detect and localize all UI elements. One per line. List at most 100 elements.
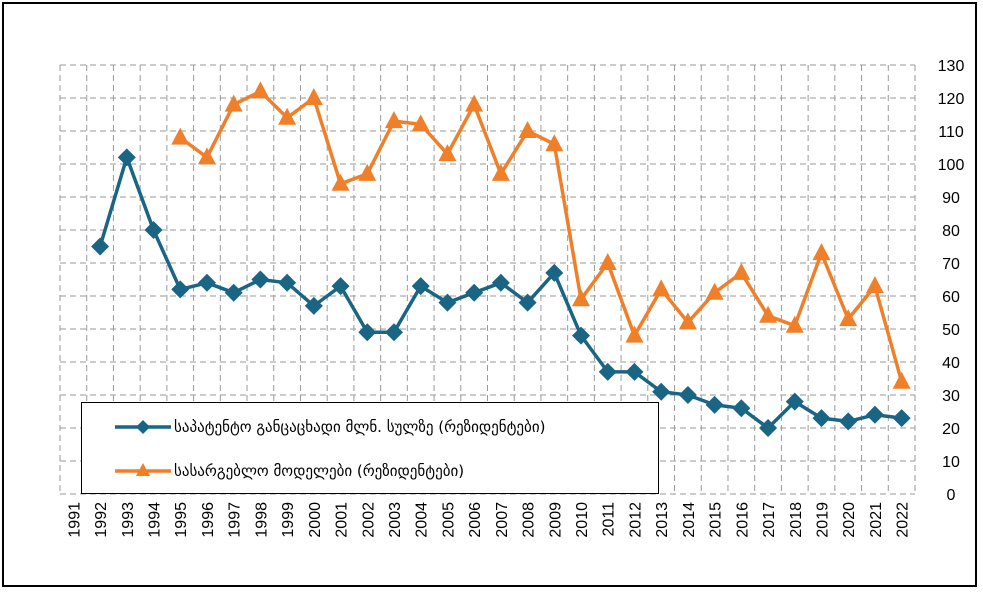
series-1-point-1994	[144, 221, 163, 239]
legend-entry-series-1: საპატენტო განცაცხადი მლნ. სულზე (რეზიდენ…	[82, 412, 658, 442]
legend-entry-series-2: სასარგებლო მოდელები (რეზიდენტები)	[82, 456, 658, 486]
series-2-point-2004	[411, 114, 430, 132]
series-2-point-2008	[518, 121, 537, 138]
series-1-point-1992	[91, 237, 110, 256]
x-tick-label-2019: 2019	[814, 502, 831, 538]
series-2-point-2002	[358, 163, 377, 181]
series-2-point-2009	[545, 134, 564, 152]
x-tick-label-2011: 2011	[601, 502, 618, 537]
series-2-point-1995	[171, 127, 190, 145]
legend-label-series-1: საპატენტო განცაცხადი მლნ. სულზე (რეზიდენ…	[174, 418, 546, 436]
series-1-point-1999	[278, 273, 297, 292]
x-tick-label-1992: 1992	[93, 502, 110, 538]
y-tick-label-60: 60	[942, 289, 960, 306]
series-2-point-2011	[598, 253, 617, 270]
legend: საპატენტო განცაცხადი მლნ. სულზე (რეზიდენ…	[81, 402, 659, 494]
x-tick-label-2002: 2002	[360, 502, 377, 538]
x-tick-label-1996: 1996	[200, 502, 217, 538]
series-2-point-2017	[759, 305, 778, 323]
x-tick-label-1993: 1993	[120, 502, 137, 538]
series-2-point-2012	[625, 325, 644, 343]
series-1-point-2002	[358, 323, 377, 342]
x-tick-label-2010: 2010	[574, 502, 591, 538]
series-1-point-2001	[331, 277, 350, 296]
y-tick-label-0: 0	[947, 487, 956, 504]
x-tick-label-2009: 2009	[547, 502, 564, 538]
x-tick-label-2016: 2016	[734, 502, 751, 538]
y-tick-label-70: 70	[942, 256, 960, 273]
x-tick-label-2004: 2004	[414, 502, 431, 538]
series-1-point-2007	[491, 273, 510, 292]
series-2-point-2021	[865, 276, 884, 294]
series-2-point-2020	[839, 309, 858, 327]
series-1-point-2000	[304, 296, 323, 315]
series-1-point-2008	[518, 293, 537, 312]
series-1-point-2020	[839, 412, 858, 431]
x-tick-label-1994: 1994	[147, 502, 164, 538]
series-1-point-2013	[652, 382, 671, 401]
series-2-point-2005	[438, 144, 457, 162]
series-2-point-2006	[465, 94, 484, 112]
x-tick-label-2005: 2005	[440, 502, 457, 538]
series-2-point-2019	[812, 243, 831, 261]
series-1-point-2016	[732, 399, 751, 418]
x-tick-label-2021: 2021	[868, 502, 885, 538]
series-1-point-2003	[384, 323, 403, 342]
x-tick-label-2012: 2012	[627, 502, 644, 538]
x-tick-label-2001: 2001	[334, 502, 351, 538]
series-2-point-2022	[892, 371, 911, 389]
x-tick-label-1999: 1999	[280, 502, 297, 538]
legend-marker-triangle	[115, 463, 171, 476]
x-tick-label-1995: 1995	[173, 502, 190, 538]
chart-frame: 0 10 20 30 40 50 60 70 80 90 100 110 120 130 1991 1992 1…	[2, 2, 977, 587]
series-1-point-2015	[705, 395, 724, 414]
x-tick-label-2020: 2020	[841, 502, 858, 538]
x-tick-label-2018: 2018	[788, 502, 805, 538]
series	[91, 81, 911, 437]
y-tick-label-50: 50	[942, 322, 960, 339]
series-2-point-2013	[652, 279, 671, 297]
series-2-point-1997	[224, 94, 243, 112]
x-tick-label-1998: 1998	[253, 502, 270, 538]
x-tick-label-2008: 2008	[521, 502, 538, 538]
x-tick-label-2000: 2000	[307, 502, 324, 538]
grid	[59, 64, 916, 495]
series-1-point-1998	[251, 270, 270, 289]
series-1-point-2018	[785, 392, 804, 411]
series-2-point-1996	[197, 147, 216, 165]
series-2-point-2000	[304, 88, 323, 105]
series-1-point-2021	[865, 405, 884, 424]
x-tick-label-2013: 2013	[654, 502, 671, 538]
series-1-point-2006	[465, 283, 484, 302]
line-chart: 0 10 20 30 40 50 60 70 80 90 100 110 120 130 1991 1992 1…	[59, 58, 964, 538]
axes: 0 10 20 30 40 50 60 70 80 90 100 110 120 130 1991 1992 1…	[66, 58, 964, 538]
series-2-point-1998	[251, 81, 270, 99]
series-2-point-2010	[572, 289, 591, 307]
series-1-point-1997	[224, 283, 243, 302]
y-tick-label-30: 30	[942, 388, 960, 405]
series-1-point-2017	[759, 419, 778, 437]
series-2-point-2007	[491, 163, 510, 181]
x-tick-label-2022: 2022	[895, 502, 912, 538]
x-tick-label-2015: 2015	[708, 502, 725, 538]
x-tick-label-2014: 2014	[681, 502, 698, 538]
y-tick-label-130: 130	[938, 58, 965, 75]
series-2-point-2015	[705, 282, 724, 300]
x-tick-label-2003: 2003	[387, 502, 404, 538]
series-1-point-2011	[598, 362, 617, 381]
x-tick-label-2006: 2006	[467, 502, 484, 538]
legend-marker-diamond	[115, 420, 171, 434]
series-1-point-2022	[892, 409, 911, 428]
series-1-point-2014	[678, 386, 697, 404]
x-tick-label-1997: 1997	[227, 502, 244, 538]
series-1-point-1995	[171, 280, 190, 299]
legend-label-series-2: სასარგებლო მოდელები (რეზიდენტები)	[174, 462, 465, 480]
series-2-line	[179, 89, 904, 383]
series-1-point-1996	[197, 273, 216, 292]
series-1-point-2005	[438, 293, 457, 312]
series-2	[171, 81, 911, 389]
y-tick-label-80: 80	[942, 223, 960, 240]
series-2-point-2018	[785, 315, 804, 333]
series-2-point-2016	[732, 262, 751, 280]
y-tick-label-100: 100	[938, 157, 965, 174]
